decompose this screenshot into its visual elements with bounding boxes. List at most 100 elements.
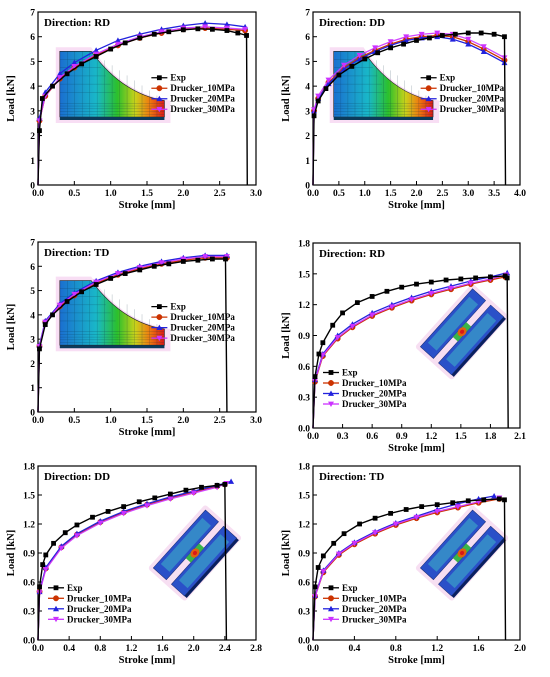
data-point [465,30,471,36]
y-tick-label: 1.8 [23,463,35,473]
data-point [56,302,63,309]
series-exp [37,481,228,641]
data-point [403,37,410,43]
data-point [357,521,362,527]
legend-label: Exp [342,583,358,593]
x-tick-label: 0.0 [32,644,44,654]
data-point [199,484,204,490]
data-point [42,567,49,573]
data-point [388,304,395,310]
x-tick-label: 1.8 [484,432,496,442]
legend-marker [156,85,163,92]
data-point [316,351,322,357]
direction-label: Direction: DD [44,471,110,483]
x-tick-label: 4.0 [514,189,526,199]
x-tick-label: 0.0 [32,189,44,199]
data-point [195,257,201,263]
legend-marker [156,95,163,102]
data-point [311,113,317,119]
y-tick-label: 0.3 [298,608,310,618]
x-tick-label: 3.0 [462,189,474,199]
data-point [71,63,78,70]
series-line [312,497,500,641]
data-point [334,335,341,341]
chart-panel-2: 0.0 0.5 1.0 1.5 2.0 2.5 3.0 3.5 4.0 0 1 2 3 4 5 6 7 Strok… [281,9,526,212]
y-tick-label: 0.0 [23,637,35,647]
data-point [491,31,497,37]
data-point [375,50,381,56]
data-point [242,26,249,33]
data-point [473,275,479,281]
data-point [167,496,174,502]
y-tick-label: 2 [30,360,35,370]
data-point [319,352,326,359]
x-tick-label: 0.4 [348,644,360,654]
series-exp [312,496,507,641]
data-point [210,256,215,262]
x-tick-label: 1.5 [141,189,153,199]
chart-panel-5: 0.0 0.4 0.8 1.2 1.6 2.0 2.4 2.8 0.0 0.3 0.6 0.9 1.2 1… [6,463,262,667]
inset-hotspot-core [192,550,198,556]
y-tick-label: 1 [305,157,310,167]
y-tick-label: 6 [30,263,35,273]
data-point [42,93,49,100]
legend-label: Drucker_10MPa [342,593,407,603]
x-axis-title: Stroke [mm] [119,427,176,438]
data-point [401,41,406,47]
data-point [481,497,487,503]
inset-hotspot-core [459,329,465,334]
data-point [50,83,55,89]
inset-plate-lower-field [446,534,497,589]
data-point [351,540,358,547]
x-tick-label: 1.6 [157,644,169,654]
data-point [42,322,48,327]
x-tick-label: 0.5 [68,189,80,199]
y-tick-label: 4 [30,311,35,321]
data-point [369,294,375,299]
x-tick-label: 0.4 [63,644,75,654]
x-tick-label: 0.6 [366,432,378,442]
data-point [419,504,425,509]
y-tick-label: 0.0 [298,637,310,647]
legend-label: Drucker_10MPa [170,83,235,93]
x-tick-label: 2.0 [177,416,189,426]
data-point [452,31,458,37]
inset-hotspot-core [459,550,465,556]
data-point [388,510,394,516]
chart-panel-1: 0.0 0.5 1.0 1.5 2.0 2.5 3.0 0 1 2 3 4 5 6 7 Stroke [mm]… [6,9,262,212]
data-point [190,490,197,497]
data-point [384,288,390,294]
data-point [228,478,235,484]
inset-mesh-side [333,117,434,121]
y-tick-label: 7 [30,9,35,19]
legend-marker [156,335,163,342]
series-exp [37,256,228,413]
x-tick-label: 1.5 [141,416,153,426]
x-tick-label: 0.8 [390,644,402,654]
x-tick-label: 2.8 [250,644,262,654]
data-point [496,496,502,502]
legend-marker [156,106,163,113]
data-point [183,487,189,493]
legend-marker [53,605,59,612]
data-point [315,565,321,570]
data-point [62,530,68,536]
y-tick-label: 2 [30,132,35,142]
data-point [158,260,165,266]
data-point [388,45,394,51]
legend-label: Drucker_20MPa [170,323,235,333]
data-point [79,289,84,295]
data-point [349,63,355,69]
data-point [312,584,318,590]
y-tick-label: 0.9 [298,332,310,342]
data-point [136,499,142,505]
data-point [120,510,127,517]
y-tick-label: 0.9 [298,550,310,560]
data-point [428,290,435,297]
data-point [144,503,150,509]
y-tick-label: 1.5 [298,492,310,502]
data-point [58,545,65,552]
series-exp [311,30,507,186]
legend-marker [328,616,334,623]
legend-marker [328,595,334,602]
